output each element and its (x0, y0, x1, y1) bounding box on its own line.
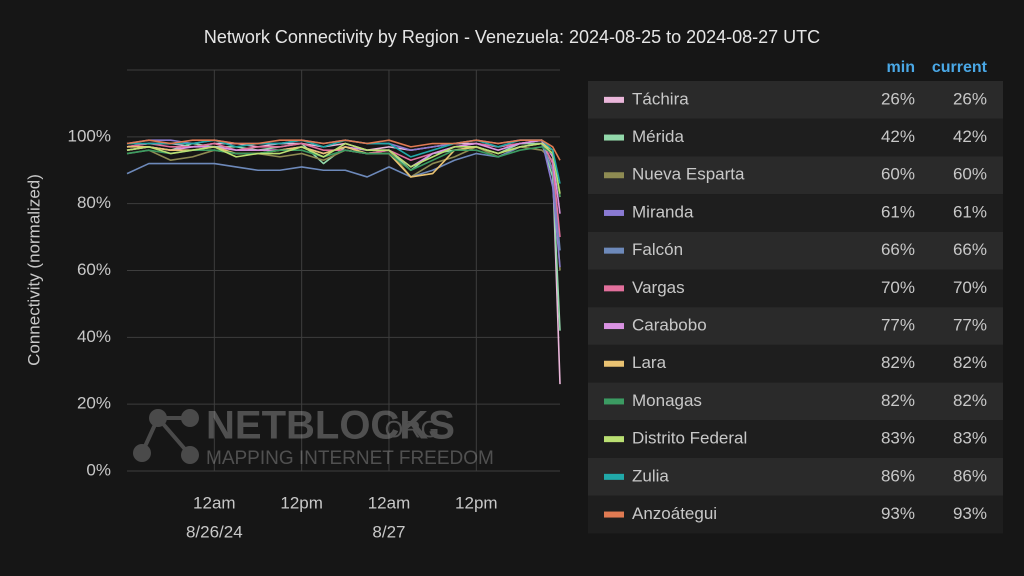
legend-current: 93% (953, 504, 987, 523)
legend-row (588, 194, 1003, 232)
legend-swatch (604, 436, 624, 443)
legend-current: 70% (953, 278, 987, 297)
legend-swatch (604, 360, 624, 367)
legend-swatch (604, 134, 624, 141)
legend-name: Distrito Federal (632, 429, 747, 448)
y-tick-label: 60% (77, 260, 111, 279)
legend-current: 61% (953, 202, 987, 221)
legend-min: 86% (881, 466, 915, 485)
watermark-brand: NETBLOCKS (206, 404, 455, 448)
legend-swatch (604, 209, 624, 216)
y-tick-label: 0% (86, 460, 111, 479)
series-line (126, 142, 561, 251)
legend-header: min (887, 59, 915, 76)
x-tick-label: 12pm (455, 493, 498, 512)
legend-current: 26% (953, 89, 987, 108)
watermark: NETBLOCKS .ORG MAPPING INTERNET FREEDOM (133, 404, 494, 469)
legend-swatch (604, 323, 624, 330)
legend-name: Zulia (632, 466, 669, 485)
y-axis-label: Connectivity (normalized) (24, 174, 43, 366)
legend-min: 60% (881, 165, 915, 184)
legend-row (588, 420, 1003, 458)
legend-current: 60% (953, 165, 987, 184)
chart-title: Network Connectivity by Region - Venezue… (204, 27, 820, 47)
legend-current: 82% (953, 391, 987, 410)
legend-name: Monagas (632, 391, 702, 410)
x-tick-label: 12am (193, 493, 236, 512)
logo-dot (181, 409, 199, 427)
y-tick-label: 40% (77, 327, 111, 346)
legend-swatch (604, 172, 624, 179)
legend-row (588, 269, 1003, 308)
legend-row (588, 118, 1003, 157)
legend-name: Mérida (632, 127, 685, 146)
legend-name: Miranda (632, 202, 694, 221)
logo-link (140, 416, 192, 457)
legend-name: Falcón (632, 240, 683, 259)
legend-row (588, 382, 1003, 421)
legend-row (588, 156, 1003, 195)
legend-name: Vargas (632, 278, 685, 297)
legend-min: 83% (881, 429, 915, 448)
legend-min: 93% (881, 504, 915, 523)
y-tick-label: 80% (77, 193, 111, 212)
x-date-label: 8/26/24 (186, 522, 243, 541)
legend-current: 86% (953, 466, 987, 485)
legend-min: 66% (881, 240, 915, 259)
series-line (126, 139, 561, 214)
logo-dot (149, 409, 167, 427)
logo-dot (133, 444, 151, 462)
legend-header: current (932, 59, 988, 76)
legend-row (588, 231, 1003, 270)
legend-min: 82% (881, 353, 915, 372)
legend-swatch (604, 96, 624, 103)
legend-current: 42% (953, 127, 987, 146)
legend-name: Anzoátegui (632, 504, 717, 523)
series-line (126, 146, 561, 198)
legend-swatch (604, 511, 624, 518)
legend-min: 42% (881, 127, 915, 146)
series-line (126, 142, 561, 194)
legend-swatch (604, 398, 624, 405)
legend-row (588, 81, 1003, 119)
legend-min: 70% (881, 278, 915, 297)
legend-row (588, 458, 1003, 496)
legend-name: Carabobo (632, 316, 707, 335)
legend-min: 82% (881, 391, 915, 410)
legend-current: 83% (953, 429, 987, 448)
legend-row (588, 344, 1003, 383)
legend-min: 61% (881, 202, 915, 221)
legend-current: 77% (953, 316, 987, 335)
legend-name: Táchira (632, 89, 689, 108)
x-tick-label: 12pm (280, 493, 323, 512)
legend-swatch (604, 285, 624, 292)
y-tick-label: 20% (77, 394, 111, 413)
legend-min: 77% (881, 316, 915, 335)
watermark-suffix: .ORG (378, 416, 439, 443)
legend-swatch (604, 247, 624, 254)
series-line (126, 139, 561, 161)
legend-min: 26% (881, 89, 915, 108)
legend-current: 82% (953, 353, 987, 372)
legend-row (588, 307, 1003, 345)
legend-name: Nueva Esparta (632, 165, 745, 184)
y-tick-label: 100% (68, 126, 111, 145)
x-tick-label: 12am (368, 493, 411, 512)
legend-swatch (604, 473, 624, 480)
x-date-label: 8/27 (372, 522, 405, 541)
logo-dot (181, 446, 199, 464)
watermark-tagline: MAPPING INTERNET FREEDOM (206, 448, 494, 469)
legend-current: 66% (953, 240, 987, 259)
legend-name: Lara (632, 353, 667, 372)
legend-row (588, 495, 1003, 534)
